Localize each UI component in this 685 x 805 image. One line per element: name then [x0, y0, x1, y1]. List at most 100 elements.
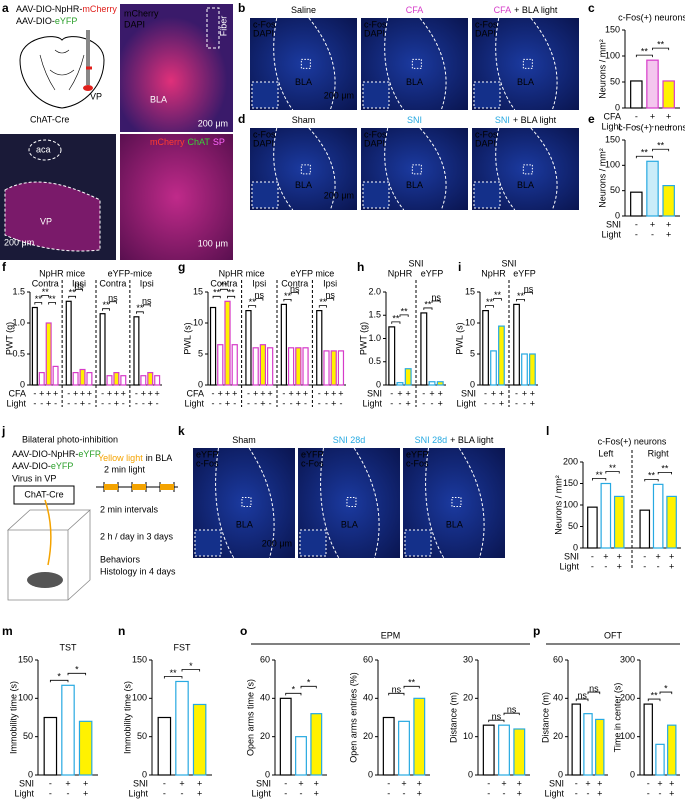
region-label: VP: [90, 91, 102, 101]
condition-sign: -: [318, 388, 321, 398]
vp-region: [83, 85, 93, 91]
panel-letter: c: [588, 1, 595, 15]
condition-label: SNI: [461, 388, 476, 398]
stain-label: mCherry: [124, 8, 159, 18]
virus-name: AAV-DIO-: [12, 461, 51, 471]
condition-sign: +: [417, 788, 422, 798]
panel-letter: m: [2, 624, 13, 638]
condition-sign: +: [253, 388, 258, 398]
bar: [388, 326, 396, 386]
sig-bracket: [290, 292, 299, 295]
region-label: BLA: [517, 180, 534, 190]
panel-letter: l: [546, 424, 549, 438]
bar: [521, 353, 528, 386]
bar: [630, 191, 643, 217]
virus-site: Virus in VP: [12, 473, 56, 483]
y-tick-label: 20: [363, 731, 373, 741]
condition-sign: -: [49, 788, 52, 798]
sig-label: **: [170, 668, 178, 678]
test-label: Histology in 4 days: [100, 566, 176, 576]
bar: [259, 344, 267, 386]
sig-bracket: [644, 478, 659, 482]
bar: [310, 713, 323, 776]
condition-sign: -: [88, 398, 91, 408]
bar: [52, 365, 59, 386]
roi-box: [522, 164, 533, 175]
stain-label: DAPI: [475, 138, 496, 148]
sig-label: ns: [142, 296, 152, 306]
condition-sign: -: [135, 398, 138, 408]
condition-sign: +: [650, 111, 655, 121]
chart-title: FST: [174, 642, 192, 652]
sig-label: **: [641, 47, 649, 57]
condition-sign: +: [657, 778, 662, 788]
y-tick-label: 150: [563, 478, 578, 488]
group-header: eYFP mice: [290, 268, 334, 278]
condition-label: CFA: [8, 388, 26, 398]
condition-label: SNI: [256, 778, 271, 788]
sig-label: **: [486, 297, 494, 307]
light-site: in BLA: [146, 453, 173, 463]
sig-label: ns: [507, 705, 517, 715]
condition-sign: -: [647, 788, 650, 798]
roi-box: [346, 497, 357, 507]
condition-label: Light: [251, 788, 271, 798]
condition-sign: -: [254, 398, 257, 408]
condition-sign: -: [643, 551, 646, 561]
group-label: Right: [648, 448, 670, 458]
condition-sign: +: [260, 398, 265, 408]
group-header: NpHR: [388, 268, 413, 278]
sig-bracket: [48, 302, 56, 305]
condition-sign: -: [431, 398, 434, 408]
y-tick-label: 20: [260, 731, 270, 741]
condition-label: Light: [14, 788, 34, 798]
group-header: NpHR mice: [39, 268, 85, 278]
sig-bracket: [109, 301, 117, 304]
light-duration: 2 min light: [104, 464, 146, 474]
sig-label: **: [136, 303, 144, 313]
stain-label: c-Fos: [475, 19, 498, 29]
bar: [154, 375, 161, 386]
group-label: Ipsi: [323, 278, 337, 288]
condition-sign: -: [651, 229, 654, 239]
sig-label: **: [424, 299, 432, 309]
condition-label: Light: [456, 398, 476, 408]
sig-label: *: [75, 665, 79, 675]
y-tick-label: 10: [463, 731, 473, 741]
bar: [280, 303, 287, 386]
panel-letter: j: [1, 424, 5, 438]
panel-letter: a: [2, 1, 9, 15]
y-axis-label: Neurons / mm²: [597, 148, 607, 208]
chart-title: c-Fos(+) neurons: [618, 12, 685, 22]
condition-sign: -: [515, 398, 518, 408]
y-tick-label: 1.5: [12, 286, 25, 296]
bar: [571, 703, 581, 776]
y-tick-label: 40: [260, 693, 270, 703]
y-tick-label: 0: [20, 379, 25, 389]
bar: [120, 375, 127, 386]
chart-title: c-Fos(+) neurons: [618, 122, 685, 132]
bar: [420, 312, 428, 386]
bar: [337, 350, 345, 386]
y-tick-label: 0: [28, 769, 33, 779]
condition-sign: +: [429, 388, 434, 398]
sig-label: **: [213, 288, 221, 298]
cage: [6, 509, 92, 601]
condition-sign: -: [492, 398, 495, 408]
condition-sign: +: [232, 388, 237, 398]
y-tick-label: 30: [463, 654, 473, 664]
sig-bracket: [423, 307, 433, 310]
bar: [133, 316, 140, 386]
scale-label: 100 μm: [198, 238, 228, 248]
inset-box: [473, 181, 501, 209]
condition-label: CFA: [186, 388, 204, 398]
condition-sign: +: [517, 788, 522, 798]
y-axis-label: Neurons / mm²: [597, 39, 607, 99]
condition-sign: -: [515, 388, 518, 398]
condition-sign: +: [80, 398, 85, 408]
sig-bracket: [431, 300, 441, 303]
condition-sign: +: [499, 398, 504, 408]
stain-label: c-Fos: [364, 129, 387, 139]
condition-label: SNI: [133, 778, 148, 788]
inset-box: [362, 81, 390, 109]
